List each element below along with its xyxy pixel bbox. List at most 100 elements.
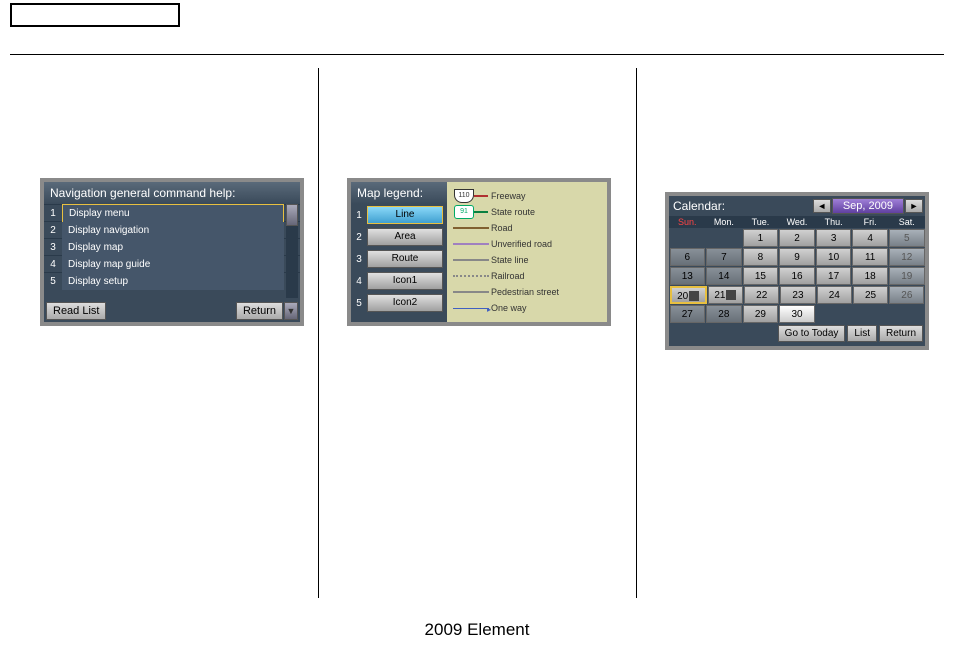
calendar-cell[interactable]: 28 (706, 305, 742, 323)
item-number: 1 (351, 210, 367, 221)
calendar-cell (816, 305, 852, 323)
calendar-cell[interactable]: 25 (853, 286, 888, 304)
item-number: 5 (44, 276, 62, 287)
item-number: 3 (44, 242, 62, 253)
nav-help-item[interactable]: 3Display map (44, 238, 300, 255)
calendar-cell[interactable]: 2 (779, 229, 815, 247)
calendar-cell[interactable]: 30 (779, 305, 815, 323)
calendar-cell[interactable]: 18 (852, 267, 888, 285)
legend-label: State route (491, 207, 535, 217)
legend-label: Freeway (491, 191, 526, 201)
calendar-cell[interactable]: 12 (889, 248, 925, 266)
legend-category-button[interactable]: Icon1 (367, 272, 443, 290)
legend-label: Pedestrian street (491, 287, 559, 297)
go-to-today-button[interactable]: Go to Today (778, 325, 846, 342)
divider-vertical-2 (636, 68, 637, 598)
calendar-cell (670, 229, 706, 247)
list-button[interactable]: List (847, 325, 877, 342)
calendar-cell[interactable]: 27 (670, 305, 706, 323)
month-display: Sep, 2009 (832, 198, 904, 214)
item-label: Display map guide (62, 256, 284, 273)
legend-category-button[interactable]: Icon2 (367, 294, 443, 312)
calendar-cell[interactable]: 6 (670, 248, 706, 266)
item-number: 2 (44, 225, 62, 236)
calendar-cell[interactable]: 26 (889, 286, 924, 304)
legend-icon (451, 275, 491, 277)
nav-help-item[interactable]: 1Display menu (44, 204, 300, 221)
down-arrow-button[interactable]: ▼ (284, 302, 298, 320)
legend-label: State line (491, 255, 529, 265)
panel-title: Navigation general command help: (44, 182, 300, 204)
legend-row: Road (451, 220, 603, 236)
return-button[interactable]: Return (236, 302, 283, 320)
calendar-cell[interactable]: 20 (670, 286, 707, 304)
legend-icon (451, 227, 491, 229)
day-header: Sat. (888, 216, 925, 228)
item-number: 2 (351, 232, 367, 243)
calendar-cell[interactable]: 13 (670, 267, 706, 285)
calendar-cell[interactable]: 23 (780, 286, 815, 304)
legend-label: Railroad (491, 271, 525, 281)
legend-row: Railroad (451, 268, 603, 284)
legend-category-button[interactable]: Area (367, 228, 443, 246)
legend-category-button[interactable]: Line (367, 206, 443, 224)
calendar-cell[interactable]: 24 (817, 286, 852, 304)
item-label: Display map (62, 239, 284, 256)
legend-icon (451, 291, 491, 293)
calendar-cell[interactable]: 10 (816, 248, 852, 266)
legend-row: State line (451, 252, 603, 268)
legend-icon (451, 259, 491, 261)
nav-help-item[interactable]: 4Display map guide (44, 255, 300, 272)
calendar-label: Calendar: (673, 199, 725, 213)
legend-label: One way (491, 303, 527, 313)
calendar-cell[interactable]: 11 (852, 248, 888, 266)
calendar-cell[interactable]: 5 (889, 229, 925, 247)
day-header: Mon. (706, 216, 743, 228)
calendar-cell[interactable]: 7 (706, 248, 742, 266)
legend-label: Unverified road (491, 239, 552, 249)
day-header: Thu. (815, 216, 852, 228)
calendar-cell[interactable]: 8 (743, 248, 779, 266)
calendar-cell (889, 305, 925, 323)
scrollbar-thumb[interactable] (286, 204, 298, 226)
day-header: Sun. (669, 216, 706, 228)
legend-category-button[interactable]: Route (367, 250, 443, 268)
calendar-cell[interactable]: 4 (852, 229, 888, 247)
item-label: Display menu (62, 204, 284, 223)
panel-title: Map legend: (351, 182, 447, 204)
calendar-cell[interactable]: 3 (816, 229, 852, 247)
divider-vertical-1 (318, 68, 319, 598)
calendar-cell[interactable]: 22 (744, 286, 779, 304)
prev-month-button[interactable]: ◄ (813, 199, 831, 213)
calendar-cell[interactable]: 19 (889, 267, 925, 285)
nav-help-item[interactable]: 2Display navigation (44, 221, 300, 238)
calendar-cell[interactable]: 15 (743, 267, 779, 285)
calendar-cell[interactable]: 21 (708, 286, 743, 304)
legend-row: Unverified road (451, 236, 603, 252)
map-legend-panel: Map legend: 1Line2Area3Route4Icon15Icon2… (347, 178, 611, 326)
navigation-help-panel: Navigation general command help: 1Displa… (40, 178, 304, 326)
return-button[interactable]: Return (879, 325, 923, 342)
calendar-cell[interactable]: 29 (743, 305, 779, 323)
footer-text: 2009 Element (0, 620, 954, 640)
item-number: 4 (351, 276, 367, 287)
event-icon (689, 291, 699, 301)
calendar-cell[interactable]: 17 (816, 267, 852, 285)
scrollbar[interactable] (286, 204, 298, 298)
calendar-cell (852, 305, 888, 323)
nav-help-item[interactable]: 5Display setup (44, 272, 300, 289)
legend-icon: 91 (451, 205, 491, 219)
header-box (10, 3, 180, 27)
item-label: Display navigation (62, 222, 284, 239)
calendar-cell[interactable]: 1 (743, 229, 779, 247)
legend-row: ▸One way (451, 300, 603, 316)
legend-row: 91State route (451, 204, 603, 220)
calendar-cell[interactable]: 14 (706, 267, 742, 285)
next-month-button[interactable]: ► (905, 199, 923, 213)
calendar-panel: Calendar: ◄ Sep, 2009 ► Sun.Mon.Tue.Wed.… (665, 192, 929, 350)
read-list-button[interactable]: Read List (46, 302, 106, 320)
calendar-cell (706, 229, 742, 247)
calendar-cell[interactable]: 9 (779, 248, 815, 266)
calendar-cell[interactable]: 16 (779, 267, 815, 285)
legend-label: Road (491, 223, 513, 233)
